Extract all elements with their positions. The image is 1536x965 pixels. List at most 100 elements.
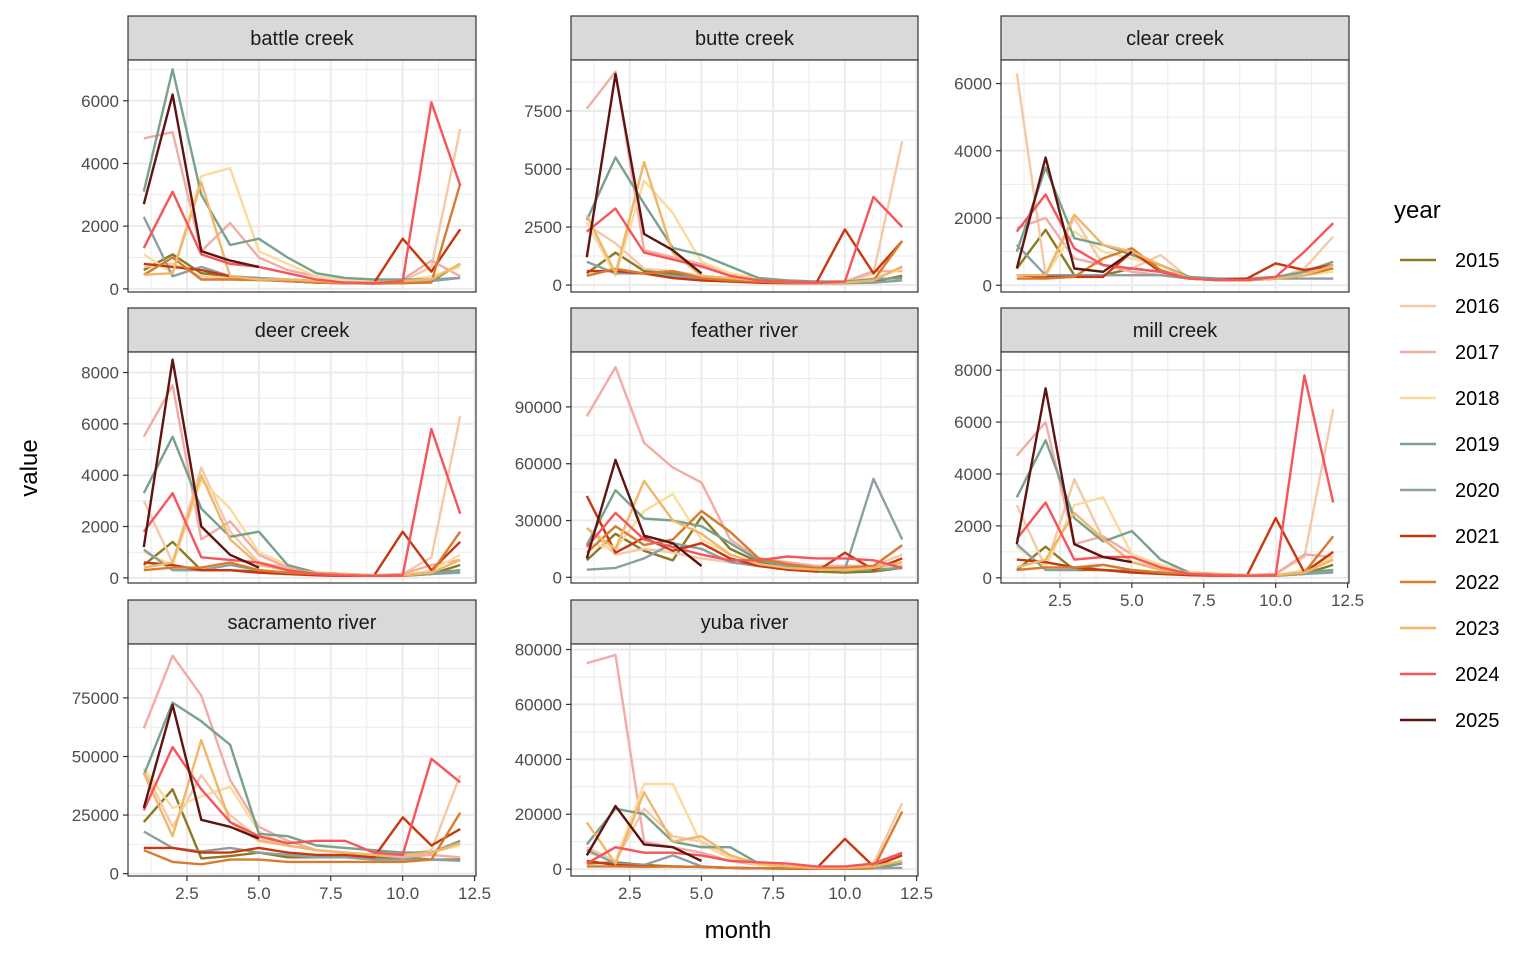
y-tick-label: 90000: [515, 398, 562, 417]
facet-strip-label: yuba river: [701, 612, 789, 634]
legend-label-2016: 2016: [1455, 296, 1500, 318]
y-tick-label: 0: [983, 276, 992, 295]
series-line-2022: [143, 812, 462, 866]
series-line-2024: [1015, 374, 1335, 577]
facet-strip-label: clear creek: [1126, 28, 1225, 50]
y-tick-label: 80000: [515, 640, 562, 659]
y-tick-label: 0: [553, 276, 562, 295]
series-line-2025: [142, 358, 260, 569]
legend-label-2018: 2018: [1455, 388, 1500, 410]
y-tick-label: 6000: [81, 415, 119, 434]
y-tick-label: 6000: [81, 92, 119, 111]
y-tick-label: 0: [983, 569, 992, 588]
panel-border: [127, 351, 477, 584]
legend-label-2024: 2024: [1455, 664, 1500, 686]
series-line-2023: [1016, 213, 1334, 282]
facet-panel: deer creek 0 2000 4000 6000 8000: [81, 307, 477, 588]
panel-border: [127, 59, 477, 293]
x-tick-label: 10.0: [386, 884, 419, 903]
facet-strip-label: mill creek: [1133, 320, 1218, 342]
series-line-2019: [142, 68, 461, 281]
legend-label-2020: 2020: [1455, 480, 1500, 502]
facet-strip-label: sacramento river: [228, 612, 377, 634]
series-line-2025: [585, 458, 703, 567]
series-line-2025: [1015, 156, 1133, 273]
y-tick-label: 60000: [515, 695, 562, 714]
series-line-2017: [142, 384, 461, 577]
series-line-2017: [142, 654, 461, 859]
facet-panel: clear creek 0 2000 4000 6000: [954, 15, 1350, 295]
x-tick-label: 2.5: [175, 884, 199, 903]
x-tick-label: 10.0: [1259, 591, 1292, 610]
facet-strip-label: battle creek: [250, 28, 354, 50]
y-tick-label: 2000: [954, 209, 992, 228]
series-line-2017: [585, 365, 903, 568]
series-line-2025: [585, 804, 703, 862]
facet-strip-label: deer creek: [255, 320, 350, 342]
x-tick-label: 5.0: [1120, 591, 1144, 610]
y-tick-label: 0: [110, 865, 119, 884]
panel-border: [1000, 351, 1350, 584]
facet-panel: battle creek 0 2000 4000 6000: [81, 15, 477, 299]
y-tick-label: 20000: [515, 805, 562, 824]
series-line-2021: [585, 495, 903, 573]
x-tick-label: 2.5: [1048, 591, 1072, 610]
legend: year 2015 2016 2017 2018 2019 2020 2021 2022 2023…: [1394, 197, 1500, 732]
series-line-2021: [143, 530, 462, 577]
y-tick-label: 0: [110, 569, 119, 588]
series-line-2024: [586, 846, 903, 868]
y-tick-label: 30000: [515, 512, 562, 531]
series-line-2023: [143, 181, 461, 284]
series-line-2022: [585, 509, 903, 570]
y-tick-label: 8000: [954, 361, 992, 380]
facet-panel: mill creek 0 2000 4000 6000 8000 2.5 5.0 7.5 10.0…: [954, 307, 1364, 610]
panel-border: [570, 351, 919, 584]
y-tick-label: 5000: [524, 160, 562, 179]
legend-label-2022: 2022: [1455, 572, 1500, 594]
series-line-2021: [143, 816, 461, 859]
panel-border: [127, 643, 477, 877]
facet-strip: [127, 599, 477, 645]
series-line-2025: [142, 93, 260, 269]
y-tick-label: 75000: [72, 689, 119, 708]
legend-label-2017: 2017: [1455, 342, 1500, 364]
facet-strip-label: feather river: [691, 320, 798, 342]
legend-label-2019: 2019: [1455, 434, 1500, 456]
y-tick-label: 2000: [81, 518, 119, 537]
y-tick-label: 2500: [524, 218, 562, 237]
series-line-2015: [585, 515, 903, 574]
legend-label-2023: 2023: [1455, 618, 1500, 640]
y-tick-label: 4000: [81, 466, 119, 485]
y-tick-label: 0: [553, 860, 562, 879]
facet-panel: butte creek 0 2500 5000 7500: [524, 15, 919, 295]
x-tick-label: 5.0: [690, 884, 714, 903]
x-tick-label: 2.5: [618, 884, 642, 903]
facet-strip-label: butte creek: [695, 28, 795, 50]
series-line-2024: [142, 427, 462, 577]
series-line-2023: [585, 791, 903, 869]
y-tick-label: 6000: [954, 75, 992, 94]
x-axis-title: month: [705, 917, 772, 944]
y-tick-label: 60000: [515, 455, 562, 474]
series-line-2025: [142, 703, 260, 840]
x-tick-label: 10.0: [828, 884, 861, 903]
y-tick-label: 7500: [524, 102, 562, 121]
y-tick-label: 0: [110, 280, 119, 299]
series-line-2025: [1015, 387, 1133, 564]
series-line-2023: [142, 738, 461, 857]
legend-title: year: [1394, 197, 1441, 224]
series-line-2022: [143, 183, 462, 285]
x-tick-label: 12.5: [900, 884, 933, 903]
y-tick-label: 25000: [72, 806, 119, 825]
panel-border: [570, 59, 919, 293]
y-tick-label: 4000: [954, 465, 992, 484]
legend-label-2025: 2025: [1455, 710, 1500, 732]
y-tick-label: 0: [553, 568, 562, 587]
x-tick-label: 12.5: [1331, 591, 1364, 610]
y-axis-title: value: [16, 439, 43, 496]
facet-panel: sacramento river 0 25000 50000 75000 2.5 5.0 7.…: [72, 599, 491, 903]
x-tick-label: 7.5: [761, 884, 785, 903]
series-line-2024: [586, 195, 904, 284]
facet-panel: yuba river 0 20000 40000 60000 80000 2.5 5.0 7.5…: [515, 599, 933, 903]
